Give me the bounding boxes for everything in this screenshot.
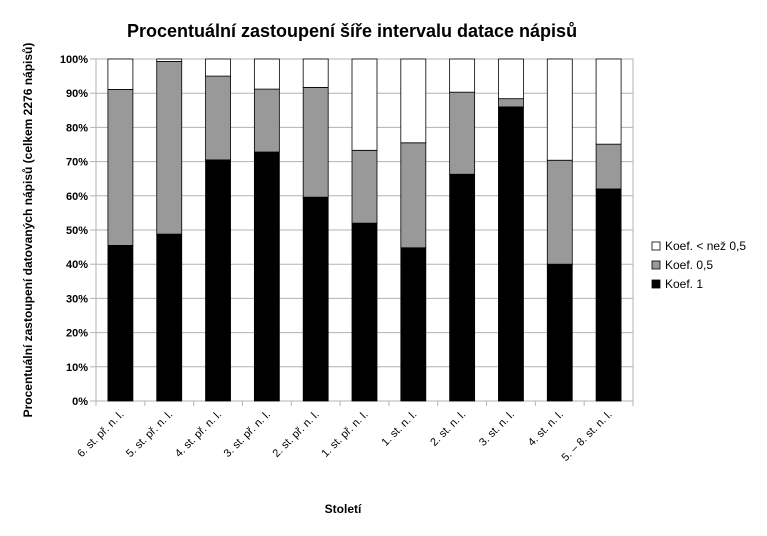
- bar-segment: [400, 142, 427, 249]
- bar-segment: [546, 58, 573, 161]
- bar-segment: [351, 149, 378, 224]
- legend-swatch: [651, 279, 661, 289]
- y-tick-label: 80%: [66, 122, 88, 134]
- bar-segment: [253, 58, 280, 90]
- legend-swatch: [651, 241, 661, 251]
- x-axis-title: Století: [325, 502, 362, 516]
- bar-segment: [546, 159, 573, 265]
- x-tick-label: 3. st. n. l.: [477, 409, 517, 449]
- bar-segment: [400, 247, 427, 402]
- bar-segment: [595, 143, 622, 190]
- legend-label: Koef. 1: [665, 277, 703, 291]
- x-tick-label: 4. st. př. n. l.: [173, 409, 224, 460]
- y-tick-label: 50%: [66, 225, 88, 237]
- x-tick-label: 1. st. př. n. l.: [319, 409, 370, 460]
- legend: Koef. < než 0,5 Koef. 0,5 Koef. 1: [651, 239, 746, 291]
- y-axis-ticks: 0% 10% 20% 30% 40% 50% 60% 70% 80% 90% 100%: [60, 54, 96, 408]
- x-axis-ticks: 6. st. př. n. l.5. st. př. n. l.4. st. p…: [75, 401, 634, 464]
- bar-segment: [205, 75, 231, 161]
- legend-label: Koef. 0,5: [665, 258, 713, 272]
- legend-label: Koef. < než 0,5: [665, 239, 746, 253]
- bar-segment: [302, 58, 329, 88]
- x-tick-label: 2. st. n. l.: [428, 409, 468, 449]
- y-tick-label: 60%: [66, 191, 88, 203]
- bar-segment: [156, 60, 183, 235]
- bar-segment: [107, 89, 134, 246]
- x-tick-label: 1. st. n. l.: [379, 409, 419, 449]
- y-tick-label: 10%: [66, 362, 88, 374]
- y-axis-title: Procentuální zastoupení datovaných nápis…: [21, 43, 35, 418]
- bar-segment: [205, 58, 231, 77]
- bar-segment: [449, 173, 476, 402]
- y-tick-label: 100%: [60, 54, 88, 66]
- bars: [107, 58, 622, 402]
- y-tick-label: 0%: [72, 396, 88, 408]
- y-tick-label: 20%: [66, 328, 88, 340]
- x-tick-label: 5. st. př. n. l.: [124, 409, 175, 460]
- bar-segment: [449, 91, 476, 175]
- bar-segment: [400, 58, 427, 144]
- y-tick-label: 30%: [66, 293, 88, 305]
- x-tick-label: 6. st. př. n. l.: [75, 409, 126, 460]
- y-tick-label: 70%: [66, 157, 88, 169]
- bar-segment: [498, 98, 524, 108]
- bar-segment: [302, 196, 329, 402]
- bar-segment: [156, 233, 183, 402]
- bar-segment: [205, 159, 231, 402]
- y-tick-label: 90%: [66, 88, 88, 100]
- x-tick-label: 2. st. př. n. l.: [271, 409, 322, 460]
- bar-segment: [253, 88, 280, 153]
- bar-segment: [546, 263, 573, 402]
- bar-segment: [351, 222, 378, 402]
- x-tick-label: 4. st. n. l.: [526, 409, 566, 449]
- bar-segment: [107, 244, 134, 402]
- bar-segment: [449, 58, 476, 93]
- bar-segment: [498, 58, 524, 100]
- bar-segment: [253, 151, 280, 402]
- y-tick-label: 40%: [66, 259, 88, 271]
- bar-segment: [595, 58, 622, 145]
- x-tick-label: 3. st. př. n. l.: [222, 409, 273, 460]
- chart-title: Procentuální zastoupení šíře intervalu d…: [127, 21, 577, 41]
- legend-swatch: [651, 260, 661, 270]
- x-tick-label: 5. – 8. st. n. l.: [560, 409, 615, 464]
- bar-segment: [156, 58, 183, 62]
- bar-segment: [302, 86, 329, 198]
- bar-segment: [498, 106, 524, 402]
- bar-segment: [351, 58, 378, 151]
- bar-segment: [595, 188, 622, 402]
- bar-segment: [107, 58, 134, 90]
